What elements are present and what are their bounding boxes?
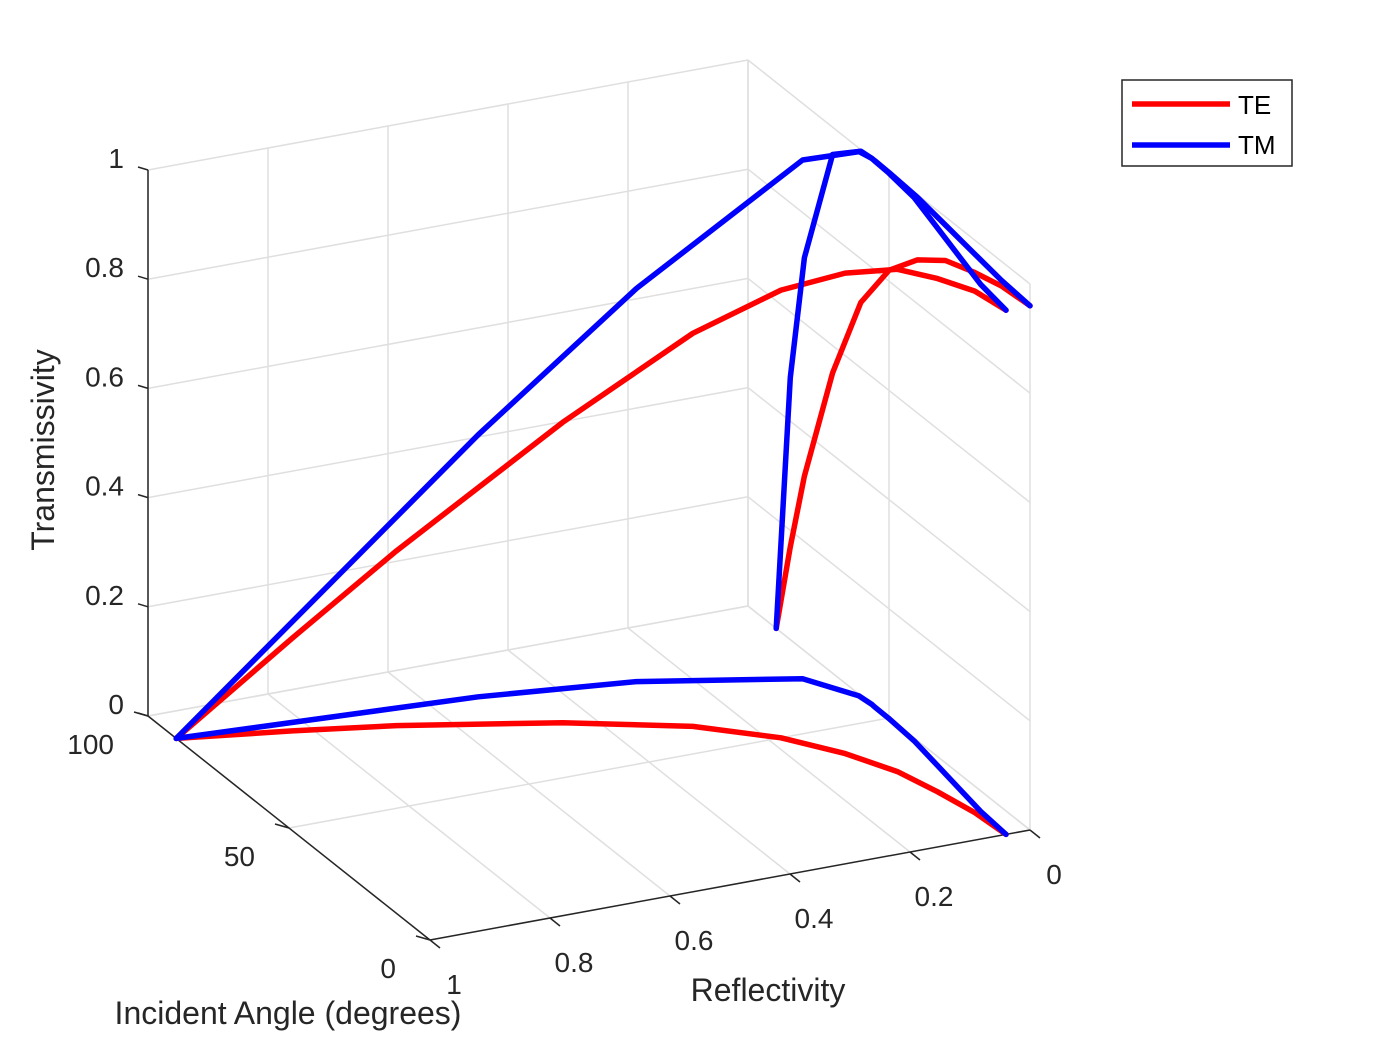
curve-te-3d: [173, 266, 1009, 742]
z-tick-label: 0: [108, 689, 124, 720]
x-tick-mark: [429, 939, 441, 949]
z-tick-label: 0.4: [85, 471, 124, 502]
tick-labels: 0 0.2 0.4 0.6 0.8 1 0 50 100 0 0.2 0.4 0.6 0.8 1: [67, 143, 1062, 1000]
grid-line: [147, 59, 749, 171]
y-tick-label: 0: [380, 953, 396, 984]
z-tick-mark: [137, 493, 149, 499]
x-axis-label: Reflectivity: [691, 972, 846, 1008]
curve-te-side-projection: [773, 257, 1033, 632]
legend: TE TM: [1121, 79, 1293, 167]
z-tick-mark: [137, 275, 149, 280]
z-tick-mark: [137, 603, 149, 608]
x-axis-line: [429, 829, 1031, 941]
x-tick-mark: [549, 917, 561, 927]
x-tick-label: 0.4: [795, 903, 834, 934]
x-tick-mark: [789, 873, 801, 883]
z-axis-label: Transmissivity: [25, 349, 61, 550]
y-axis-label: Incident Angle (degrees): [115, 995, 462, 1031]
x-tick-label: 0.8: [555, 947, 594, 978]
z-tick-mark: [137, 384, 149, 390]
x-tick-mark: [909, 851, 921, 861]
x-tick-label: 1: [446, 969, 462, 1000]
z-tick-label: 0.6: [85, 361, 124, 392]
z-tick-label: 0.8: [85, 252, 124, 283]
y-tick-mark: [274, 823, 290, 829]
grid-line: [147, 496, 749, 608]
y-tick-mark: [415, 935, 431, 941]
legend-box: [1121, 79, 1293, 167]
x-tick-mark: [1029, 829, 1041, 839]
x-tick-label: 0: [1046, 859, 1062, 890]
curve-te-floor-projection: [173, 719, 1009, 838]
y-tick-label: 50: [224, 841, 255, 872]
z-tick-label: 0.2: [85, 580, 124, 611]
z-tick-mark: [137, 712, 149, 717]
grid-line: [288, 717, 890, 829]
grid-line: [147, 386, 749, 499]
legend-label-te: TE: [1238, 90, 1271, 120]
grid-line: [147, 605, 749, 717]
legend-label-tm: TM: [1238, 130, 1276, 160]
grid-line: [147, 168, 749, 280]
x-tick-label: 0.2: [915, 881, 954, 912]
x-tick-mark: [669, 895, 681, 905]
axes: [133, 166, 1041, 949]
z-tick-mark: [137, 166, 149, 171]
z-tick-label: 1: [108, 143, 124, 174]
grid-line: [147, 277, 749, 390]
y-tick-label: 100: [67, 729, 114, 760]
curve-tm-side-projection: [773, 148, 1033, 632]
x-tick-label: 0.6: [675, 925, 714, 956]
data-curves: [173, 148, 1033, 838]
curve-tm-floor-projection: [173, 675, 1009, 838]
